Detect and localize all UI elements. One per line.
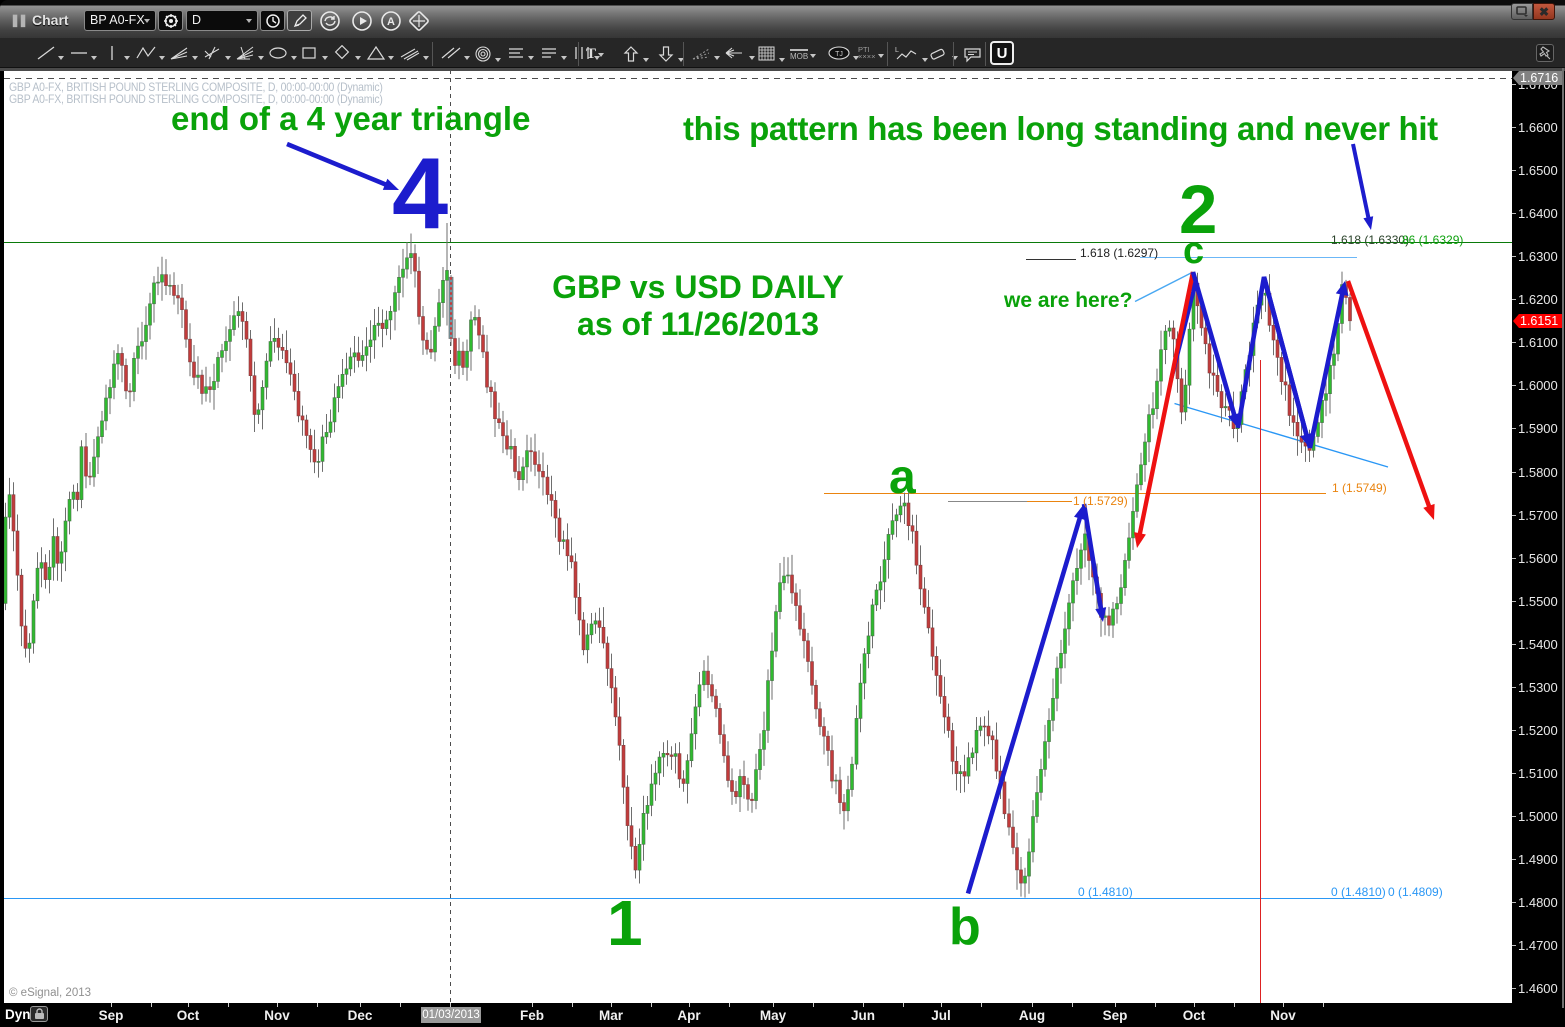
svg-text:TJ: TJ bbox=[835, 51, 843, 58]
svg-text:A: A bbox=[387, 16, 395, 28]
svg-text:L: L bbox=[895, 47, 899, 54]
